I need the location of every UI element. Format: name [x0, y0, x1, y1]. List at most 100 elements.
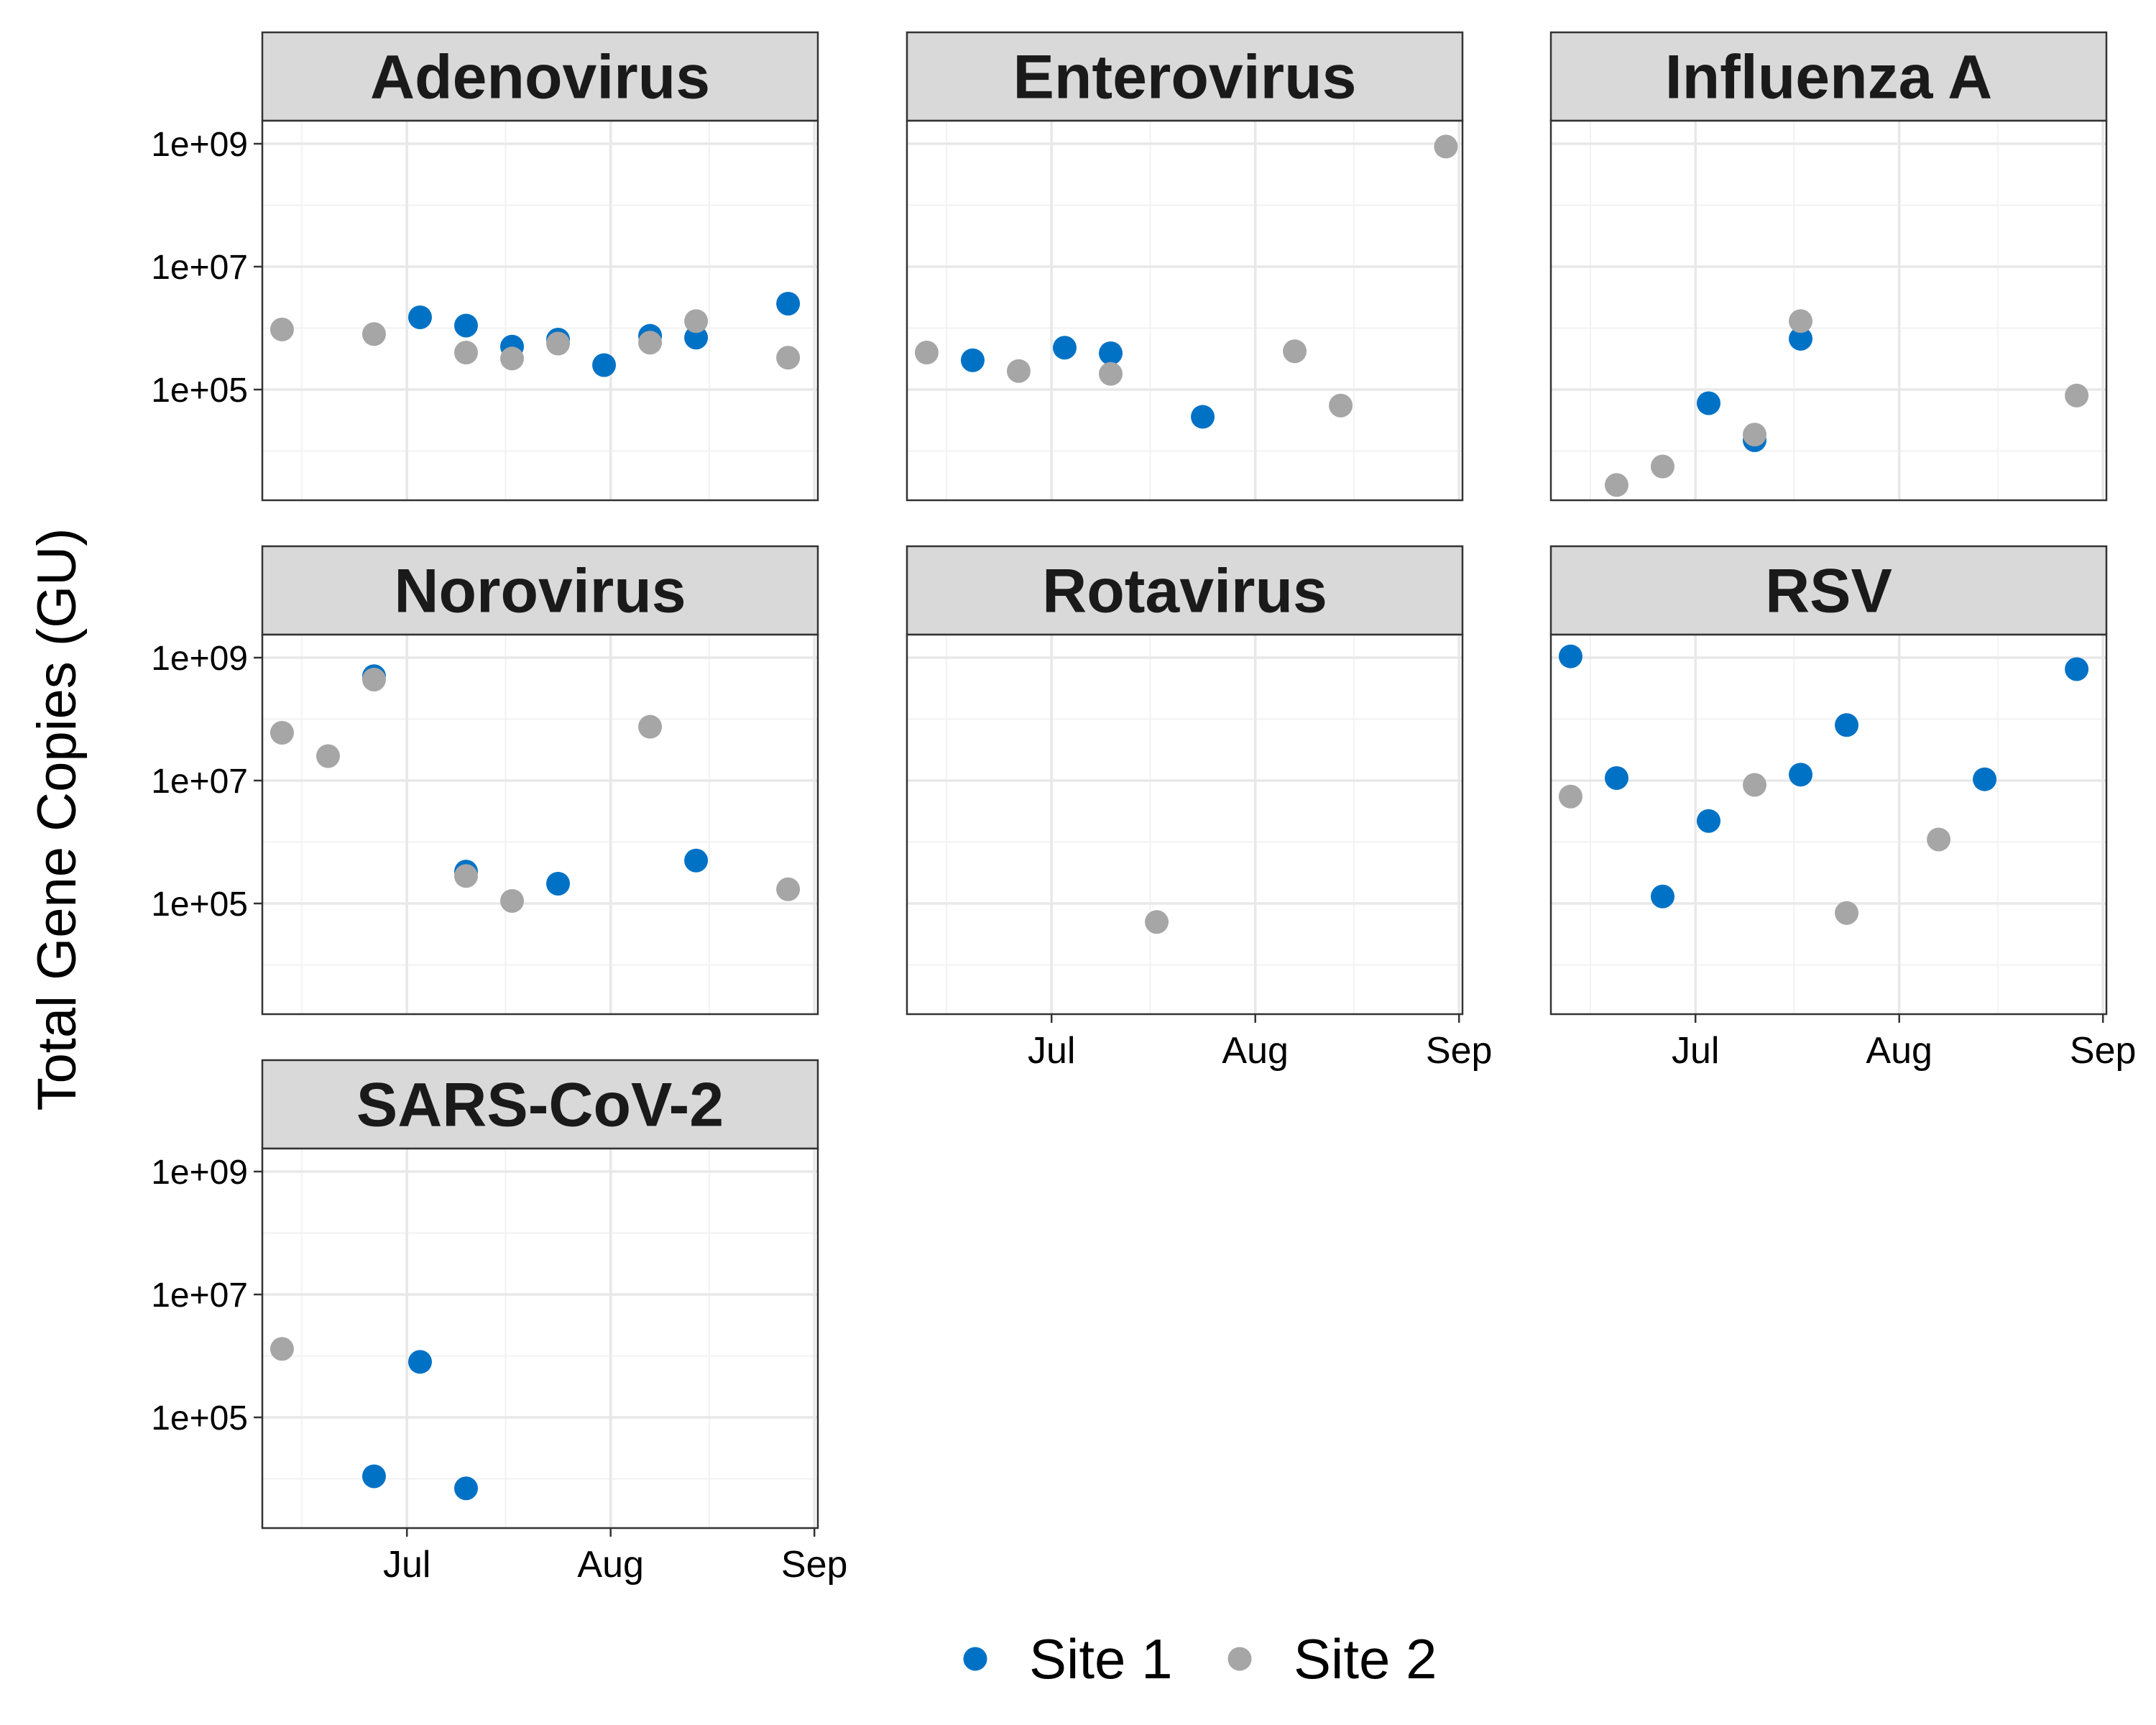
data-point-site-1 [684, 326, 709, 350]
data-point-site-2 [914, 341, 939, 365]
data-point-site-2 [361, 667, 386, 691]
panel-background [1551, 635, 2106, 1014]
x-tick-label: Jul [1028, 1030, 1075, 1072]
panel-rsv: RSV Jul Aug Sep [1549, 545, 2136, 1072]
panel-enterovirus: Enterovirus [906, 31, 1464, 502]
data-point-site-1 [684, 848, 709, 873]
data-point-site-2 [1558, 784, 1583, 809]
panel-border [1549, 633, 2108, 1016]
data-point-site-1 [1650, 884, 1674, 908]
data-point-site-2 [638, 331, 663, 355]
data-point-site-1 [1973, 767, 1997, 791]
data-point-site-1 [546, 871, 571, 896]
y-tick-label: 1e+07 [151, 763, 248, 801]
panel-border [261, 1147, 819, 1530]
y-tick-label: 1e+05 [151, 886, 248, 924]
panel-background [262, 121, 818, 500]
x-tick-label: Sep [781, 1544, 848, 1586]
facet-strip [1549, 545, 2108, 636]
data-point-site-2 [1743, 773, 1766, 797]
x-tick-label: Aug [577, 1544, 644, 1586]
panel-background [1551, 121, 2106, 500]
legend-key-site-2 [1227, 1647, 1252, 1671]
panel-border [261, 119, 819, 502]
data-point-site-2 [1329, 393, 1353, 418]
y-tick-label: 1e+09 [151, 640, 248, 678]
data-point-site-1 [1191, 405, 1215, 429]
panel-adenovirus: Adenovirus 1e+05 1e+07 1e+09 [151, 31, 819, 502]
x-tick-label: Jul [1672, 1030, 1719, 1072]
facet-title: Enterovirus [1013, 43, 1357, 112]
legend: Site 1 Site 2 [963, 1627, 1437, 1690]
legend-label-site-2: Site 2 [1294, 1627, 1437, 1690]
panel-border [261, 633, 819, 1016]
data-point-site-1 [1604, 765, 1628, 790]
panel-rotavirus: Rotavirus Jul Aug Sep [906, 545, 1493, 1072]
data-point-site-2 [315, 744, 340, 768]
y-axis-title: Total Gene Copies (GU) [27, 528, 88, 1111]
data-point-site-2 [1099, 362, 1123, 386]
data-point-site-2 [1434, 134, 1458, 159]
data-point-site-1 [960, 348, 985, 372]
data-point-site-2 [776, 346, 801, 370]
data-point-site-2 [638, 714, 663, 739]
facet-strip [906, 31, 1464, 122]
data-point-site-2 [361, 322, 386, 346]
panel-border [1549, 119, 2108, 502]
data-point-site-1 [407, 305, 432, 329]
data-point-site-2 [1006, 359, 1031, 383]
data-point-site-2 [2065, 383, 2089, 408]
facet-panels: Adenovirus 1e+05 1e+07 1e+09 Enterovirus Infl… [151, 31, 2136, 1586]
panel-influenza-a: Influenza A [1549, 31, 2108, 502]
data-point-site-2 [1604, 473, 1628, 497]
data-point-site-2 [684, 309, 709, 334]
facet-title: SARS-CoV-2 [356, 1071, 724, 1140]
data-point-site-1 [2065, 657, 2089, 681]
data-point-site-2 [270, 720, 294, 745]
data-point-site-1 [454, 1476, 478, 1501]
data-point-site-2 [1145, 910, 1169, 934]
data-point-site-1 [1099, 341, 1123, 365]
x-tick-label: Jul [383, 1544, 430, 1586]
data-point-site-1 [592, 353, 617, 377]
data-point-site-1 [407, 1350, 432, 1374]
facet-title: Adenovirus [370, 43, 710, 112]
x-tick-label: Aug [1222, 1030, 1289, 1072]
data-point-site-2 [1835, 901, 1859, 925]
data-point-site-2 [500, 888, 525, 913]
y-tick-label: 1e+05 [151, 1399, 248, 1438]
data-point-site-1 [1835, 713, 1859, 737]
facet-strip [906, 545, 1464, 636]
data-point-site-2 [1743, 423, 1766, 447]
x-tick-label: Sep [1426, 1030, 1493, 1072]
data-point-site-2 [454, 341, 478, 365]
panel-background [262, 635, 818, 1014]
data-point-site-1 [776, 291, 801, 316]
data-point-site-2 [270, 1337, 294, 1361]
y-tick-label: 1e+09 [151, 1154, 248, 1192]
data-point-site-2 [1283, 339, 1307, 364]
panel-border [906, 119, 1464, 502]
panel-background [907, 121, 1462, 500]
data-point-site-1 [1789, 326, 1813, 351]
data-point-site-1 [1789, 763, 1813, 787]
panel-norovirus: Norovirus 1e+05 1e+07 1e+09 [151, 545, 819, 1016]
data-point-site-1 [361, 1464, 386, 1489]
facet-strip [261, 31, 819, 122]
data-point-site-2 [1789, 309, 1813, 334]
facet-title: RSV [1765, 557, 1892, 626]
data-point-site-1 [1696, 809, 1720, 833]
facet-title: Norovirus [394, 557, 686, 626]
data-point-site-2 [776, 877, 801, 901]
y-tick-label: 1e+07 [151, 1276, 248, 1315]
x-tick-label: Aug [1866, 1030, 1932, 1072]
data-point-site-2 [546, 331, 571, 356]
y-tick-label: 1e+05 [151, 372, 248, 410]
data-point-site-2 [1927, 827, 1951, 852]
data-point-site-1 [1558, 644, 1583, 668]
legend-key-site-1 [963, 1647, 987, 1671]
data-point-site-2 [454, 864, 478, 888]
panel-sars-cov-2: SARS-CoV-2 1e+05 1e+07 1e+09 Jul Aug Sep [151, 1059, 848, 1586]
data-point-site-1 [1696, 391, 1720, 415]
